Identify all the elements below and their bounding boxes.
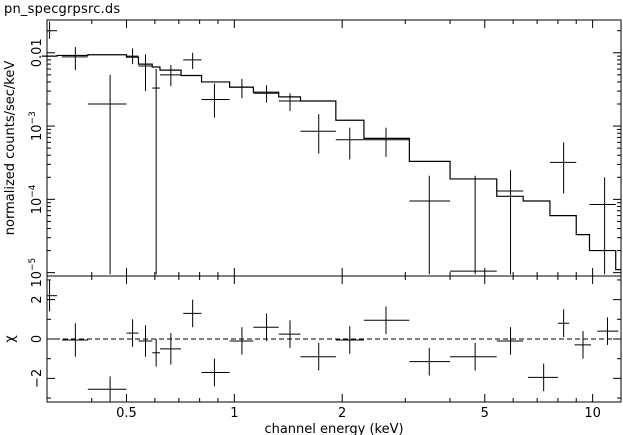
residual-frame xyxy=(46,275,622,403)
data-point xyxy=(589,177,616,275)
x-axis-label: channel energy (keV) xyxy=(264,422,403,435)
data-point xyxy=(61,46,88,71)
residual-point xyxy=(574,331,592,359)
residual-point xyxy=(229,327,254,355)
residual-point xyxy=(557,309,570,338)
x-tick-label: 0.5 xyxy=(116,406,137,421)
plot-title: pn_specgrpsrc.ds xyxy=(4,2,121,17)
data-point xyxy=(152,69,160,275)
residual-point xyxy=(363,306,410,335)
model-step-line xyxy=(41,54,621,271)
x-tick-label: 10 xyxy=(584,406,601,421)
data-point xyxy=(201,83,230,118)
data-point xyxy=(363,127,410,157)
residual-point xyxy=(126,319,139,347)
residual-point xyxy=(527,363,558,392)
residual-point xyxy=(138,325,153,357)
data-point xyxy=(300,114,336,154)
y-tick-label: 2 xyxy=(30,295,45,303)
svg-text:10−4: 10−4 xyxy=(28,184,45,214)
residual-point xyxy=(253,313,279,341)
residual-point xyxy=(87,376,127,402)
residual-point xyxy=(183,299,202,328)
x-tick-label: 1 xyxy=(230,406,238,421)
residual-point xyxy=(496,327,524,355)
svg-text:0: 0 xyxy=(30,335,45,343)
spectrum-panel xyxy=(41,19,622,277)
residual-point xyxy=(409,347,451,376)
residual-axis-label: χ xyxy=(3,335,18,343)
residual-point xyxy=(61,323,88,357)
data-point xyxy=(138,54,153,92)
residual-point xyxy=(201,358,230,387)
svg-text:0.01: 0.01 xyxy=(30,38,45,67)
residual-point xyxy=(335,326,364,354)
data-point xyxy=(549,142,577,194)
y-tick-label: 0 xyxy=(30,335,45,343)
y-tick-label: −2 xyxy=(30,369,45,388)
data-point xyxy=(229,78,254,99)
y-tick-label: 0.01 xyxy=(30,38,45,67)
svg-text:χ: χ xyxy=(3,335,18,343)
data-point xyxy=(278,93,301,112)
svg-text:10−5: 10−5 xyxy=(28,258,45,288)
data-point xyxy=(183,52,202,70)
y-tick-label: 10−3 xyxy=(28,111,45,141)
y-axis-label: normalized counts/sec/keV xyxy=(3,61,18,236)
axis-labels: 0.5 1 2 5 10 0.01 10−3 10−4 10−5 2 0 −2 channel ener… xyxy=(3,38,601,435)
data-point xyxy=(253,85,279,103)
residual-point xyxy=(278,320,301,348)
data-point xyxy=(409,175,451,275)
data-point xyxy=(335,127,364,160)
residual-point xyxy=(47,279,58,312)
data-point xyxy=(450,175,497,275)
spectrum-frame xyxy=(46,19,622,277)
y-tick-label: 10−4 xyxy=(28,184,45,214)
data-point xyxy=(496,170,524,275)
residual-point xyxy=(450,342,497,371)
svg-text:10−3: 10−3 xyxy=(28,111,45,141)
data-point xyxy=(47,21,58,39)
svg-text:normalized counts/sec/keV: normalized counts/sec/keV xyxy=(3,61,18,236)
residual-panel xyxy=(46,275,622,403)
residual-point xyxy=(159,333,182,365)
x-tick-label: 2 xyxy=(338,406,346,421)
data-point xyxy=(87,74,127,275)
residual-point xyxy=(152,339,160,367)
data-point xyxy=(159,65,182,87)
x-tick-label: 5 xyxy=(481,406,489,421)
svg-text:2: 2 xyxy=(30,295,45,303)
residual-point xyxy=(597,317,619,345)
svg-text:−2: −2 xyxy=(30,369,45,388)
data-point xyxy=(126,48,139,65)
y-tick-label: 10−5 xyxy=(28,258,45,288)
residual-point xyxy=(300,342,336,371)
